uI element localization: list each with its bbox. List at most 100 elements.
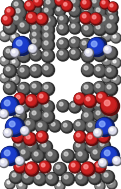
- Circle shape: [44, 41, 48, 45]
- Circle shape: [106, 8, 117, 19]
- Circle shape: [38, 133, 42, 137]
- Circle shape: [18, 50, 29, 61]
- Circle shape: [39, 140, 53, 153]
- Circle shape: [95, 23, 104, 33]
- Circle shape: [42, 39, 54, 51]
- Circle shape: [45, 0, 54, 8]
- Circle shape: [32, 111, 36, 115]
- Circle shape: [62, 150, 72, 160]
- Circle shape: [84, 66, 88, 70]
- Circle shape: [91, 0, 100, 7]
- Circle shape: [103, 74, 110, 81]
- Circle shape: [16, 95, 20, 99]
- Circle shape: [12, 77, 15, 80]
- Circle shape: [62, 174, 72, 183]
- Circle shape: [57, 101, 67, 110]
- Circle shape: [95, 161, 104, 171]
- Circle shape: [30, 46, 33, 49]
- Circle shape: [0, 159, 7, 166]
- Circle shape: [83, 84, 92, 93]
- Circle shape: [14, 2, 18, 6]
- Circle shape: [96, 92, 106, 102]
- Circle shape: [105, 47, 116, 58]
- Circle shape: [11, 76, 18, 83]
- Circle shape: [95, 39, 104, 48]
- Circle shape: [80, 40, 90, 49]
- Circle shape: [25, 1, 33, 9]
- Circle shape: [39, 94, 43, 98]
- Circle shape: [103, 57, 110, 64]
- Circle shape: [29, 45, 36, 52]
- Circle shape: [73, 119, 87, 132]
- Circle shape: [93, 150, 97, 154]
- Circle shape: [99, 121, 105, 127]
- Circle shape: [12, 0, 23, 11]
- Circle shape: [96, 92, 108, 104]
- Circle shape: [99, 159, 106, 166]
- Circle shape: [92, 15, 96, 19]
- Circle shape: [83, 5, 92, 15]
- Circle shape: [56, 182, 63, 189]
- Circle shape: [96, 118, 112, 134]
- Circle shape: [109, 126, 117, 136]
- Circle shape: [70, 49, 78, 57]
- Circle shape: [70, 38, 78, 46]
- Circle shape: [12, 35, 15, 38]
- Circle shape: [42, 50, 52, 60]
- Circle shape: [30, 50, 40, 59]
- Circle shape: [0, 31, 8, 39]
- Circle shape: [69, 101, 81, 113]
- Circle shape: [61, 121, 73, 133]
- Circle shape: [95, 130, 98, 133]
- Circle shape: [30, 108, 42, 122]
- Circle shape: [31, 50, 39, 58]
- Circle shape: [11, 0, 24, 12]
- Circle shape: [30, 65, 40, 75]
- Circle shape: [93, 0, 96, 3]
- Circle shape: [29, 44, 38, 53]
- Circle shape: [69, 37, 81, 49]
- Circle shape: [22, 128, 25, 131]
- Circle shape: [76, 95, 80, 99]
- Circle shape: [57, 39, 67, 48]
- Circle shape: [114, 158, 117, 161]
- Circle shape: [94, 100, 105, 111]
- Circle shape: [87, 142, 96, 151]
- Circle shape: [42, 30, 54, 43]
- Circle shape: [69, 101, 79, 111]
- Circle shape: [112, 59, 119, 66]
- Circle shape: [4, 129, 12, 138]
- Circle shape: [90, 13, 102, 25]
- Circle shape: [107, 24, 111, 28]
- Circle shape: [96, 8, 100, 12]
- Circle shape: [12, 15, 22, 24]
- Circle shape: [42, 64, 54, 77]
- Circle shape: [15, 156, 24, 166]
- Circle shape: [101, 147, 117, 163]
- Circle shape: [96, 67, 100, 71]
- Circle shape: [18, 20, 30, 33]
- Circle shape: [113, 156, 121, 166]
- Circle shape: [30, 65, 41, 76]
- Circle shape: [26, 141, 37, 152]
- Circle shape: [63, 123, 67, 127]
- Circle shape: [10, 170, 23, 184]
- Circle shape: [113, 157, 119, 163]
- Circle shape: [6, 8, 13, 15]
- Circle shape: [57, 49, 69, 61]
- Circle shape: [41, 142, 50, 151]
- Circle shape: [14, 110, 25, 121]
- Circle shape: [84, 26, 88, 30]
- Circle shape: [59, 51, 63, 55]
- Circle shape: [82, 24, 93, 35]
- Circle shape: [82, 83, 93, 94]
- Circle shape: [59, 40, 63, 44]
- Circle shape: [112, 76, 119, 83]
- Circle shape: [106, 22, 115, 32]
- Circle shape: [1, 97, 17, 113]
- Circle shape: [87, 37, 106, 57]
- Circle shape: [82, 14, 86, 18]
- Circle shape: [30, 37, 41, 48]
- Circle shape: [76, 122, 80, 126]
- Circle shape: [86, 121, 98, 133]
